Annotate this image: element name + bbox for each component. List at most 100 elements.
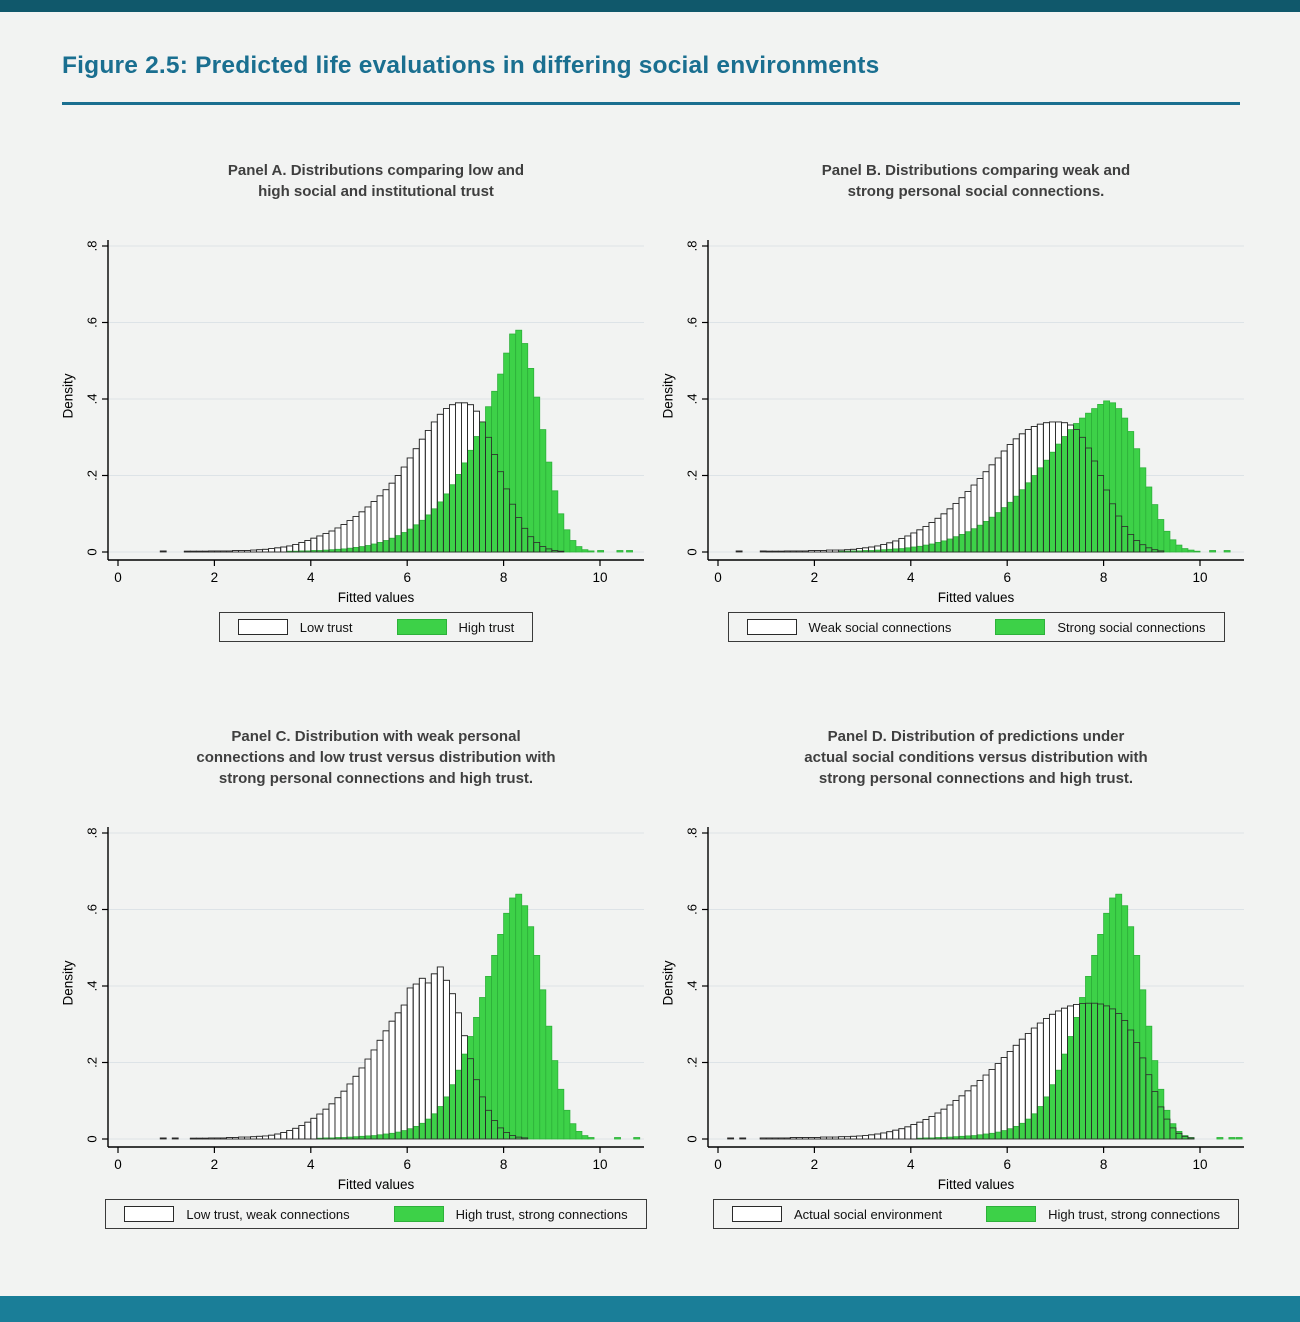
panel-d: Panel D. Distribution of predictions und… [652, 726, 1252, 1229]
svg-text:0: 0 [685, 1135, 700, 1142]
legend-label: Actual social environment [793, 1206, 943, 1222]
svg-text:.2: .2 [685, 1057, 700, 1068]
svg-text:2: 2 [811, 570, 819, 585]
legend-box: Actual social environment High trust, st… [712, 1199, 1240, 1229]
legend-item: High trust [396, 619, 515, 635]
svg-text:Density: Density [61, 960, 76, 1005]
svg-text:6: 6 [1003, 1157, 1011, 1172]
green-swatch-icon [396, 619, 447, 635]
panel-c-title: Panel C. Distribution with weak personal… [196, 728, 556, 787]
svg-text:0: 0 [114, 570, 122, 585]
panel-b-histogram: 0 .2 .4 .6 .8 0 2 4 6 8 10 Fitted values Density [661, 240, 1244, 605]
panel-c-legend: Low trust, weak connections High trust, … [105, 1199, 647, 1229]
svg-text:.2: .2 [85, 470, 100, 481]
legend-item: Low trust, weak connections [124, 1206, 350, 1222]
green-swatch-icon [393, 1206, 444, 1222]
panel-d-title: Panel D. Distribution of predictions und… [804, 728, 1148, 787]
svg-text:.4: .4 [85, 981, 100, 992]
svg-text:0: 0 [714, 1157, 722, 1172]
green-swatch-icon [986, 1206, 1037, 1222]
svg-text:.8: .8 [685, 241, 700, 252]
legend-box: Weak social connections Strong social co… [727, 612, 1225, 642]
panel-b-title: Panel B. Distributions comparing weak an… [821, 162, 1131, 200]
svg-text:.6: .6 [85, 317, 100, 328]
svg-text:.2: .2 [685, 470, 700, 481]
svg-text:Density: Density [661, 960, 676, 1005]
panel-b-legend: Weak social connections Strong social co… [708, 612, 1244, 642]
panel-row-bottom: Panel C. Distribution with weak personal… [52, 726, 1252, 1229]
svg-text:8: 8 [500, 570, 508, 585]
legend-item: Actual social environment [731, 1206, 943, 1222]
legend-item: High trust, strong connections [986, 1206, 1220, 1222]
svg-text:.6: .6 [685, 317, 700, 328]
hollow-swatch-icon [746, 619, 797, 635]
svg-text:0: 0 [85, 548, 100, 555]
svg-text:6: 6 [403, 1157, 411, 1172]
svg-text:Fitted values: Fitted values [338, 590, 415, 605]
legend-label: Weak social connections [808, 619, 952, 635]
svg-text:2: 2 [211, 570, 219, 585]
svg-text:.2: .2 [85, 1057, 100, 1068]
svg-text:4: 4 [907, 1157, 915, 1172]
svg-text:2: 2 [211, 1157, 219, 1172]
legend-item: Weak social connections [746, 619, 952, 635]
bottom-accent-bar [0, 1296, 1300, 1322]
svg-text:0: 0 [85, 1135, 100, 1142]
legend-label: High trust, strong connections [1048, 1206, 1221, 1222]
panel-row-top: Panel A. Distributions comparing low and… [52, 160, 1252, 642]
svg-text:8: 8 [1100, 1157, 1108, 1172]
svg-text:0: 0 [114, 1157, 122, 1172]
svg-text:.4: .4 [685, 394, 700, 405]
panel-a-title: Panel A. Distributions comparing low and… [227, 162, 525, 200]
legend-label: High trust, strong connections [455, 1206, 628, 1222]
svg-text:0: 0 [685, 548, 700, 555]
svg-text:.6: .6 [685, 904, 700, 915]
svg-text:8: 8 [1100, 570, 1108, 585]
svg-text:.8: .8 [85, 241, 100, 252]
svg-text:Fitted values: Fitted values [938, 590, 1015, 605]
svg-text:.8: .8 [685, 828, 700, 839]
svg-text:.4: .4 [685, 981, 700, 992]
legend-label: High trust [458, 619, 515, 635]
svg-text:10: 10 [1192, 570, 1207, 585]
svg-text:.4: .4 [85, 394, 100, 405]
svg-text:Density: Density [661, 373, 676, 418]
panel-a-legend: Low trust High trust [108, 612, 644, 642]
legend-item: High trust, strong connections [393, 1206, 628, 1222]
hollow-swatch-icon [731, 1206, 782, 1222]
top-accent-bar [0, 0, 1300, 12]
svg-text:Fitted values: Fitted values [338, 1177, 415, 1192]
svg-text:8: 8 [500, 1157, 508, 1172]
green-swatch-icon [995, 619, 1046, 635]
legend-label: Low trust [299, 619, 353, 635]
legend-box: Low trust, weak connections High trust, … [105, 1199, 647, 1229]
legend-label: Low trust, weak connections [186, 1206, 350, 1222]
svg-text:4: 4 [307, 1157, 315, 1172]
title-rule [62, 102, 1240, 105]
svg-text:6: 6 [1003, 570, 1011, 585]
panel-d-legend: Actual social environment High trust, st… [708, 1199, 1244, 1229]
svg-text:0: 0 [714, 570, 722, 585]
svg-text:Density: Density [61, 373, 76, 418]
svg-text:Fitted values: Fitted values [938, 1177, 1015, 1192]
svg-text:.6: .6 [85, 904, 100, 915]
hollow-swatch-icon [237, 619, 288, 635]
legend-item: Strong social connections [995, 619, 1206, 635]
svg-text:4: 4 [907, 570, 915, 585]
svg-text:.8: .8 [85, 828, 100, 839]
hollow-swatch-icon [124, 1206, 175, 1222]
svg-text:10: 10 [1192, 1157, 1207, 1172]
legend-box: Low trust High trust [218, 612, 534, 642]
svg-text:2: 2 [811, 1157, 819, 1172]
figure-title: Figure 2.5: Predicted life evaluations i… [62, 52, 880, 79]
panel-a: Panel A. Distributions comparing low and… [52, 160, 652, 642]
panel-b: Panel B. Distributions comparing weak an… [652, 160, 1252, 642]
panel-c: Panel C. Distribution with weak personal… [52, 726, 652, 1229]
svg-text:10: 10 [592, 570, 607, 585]
panel-c-histogram: 0 .2 .4 .6 .8 0 2 4 6 8 10 Fitted values Density [61, 827, 644, 1192]
svg-text:4: 4 [307, 570, 315, 585]
legend-item: Low trust [237, 619, 353, 635]
svg-text:10: 10 [592, 1157, 607, 1172]
legend-label: Strong social connections [1057, 619, 1206, 635]
